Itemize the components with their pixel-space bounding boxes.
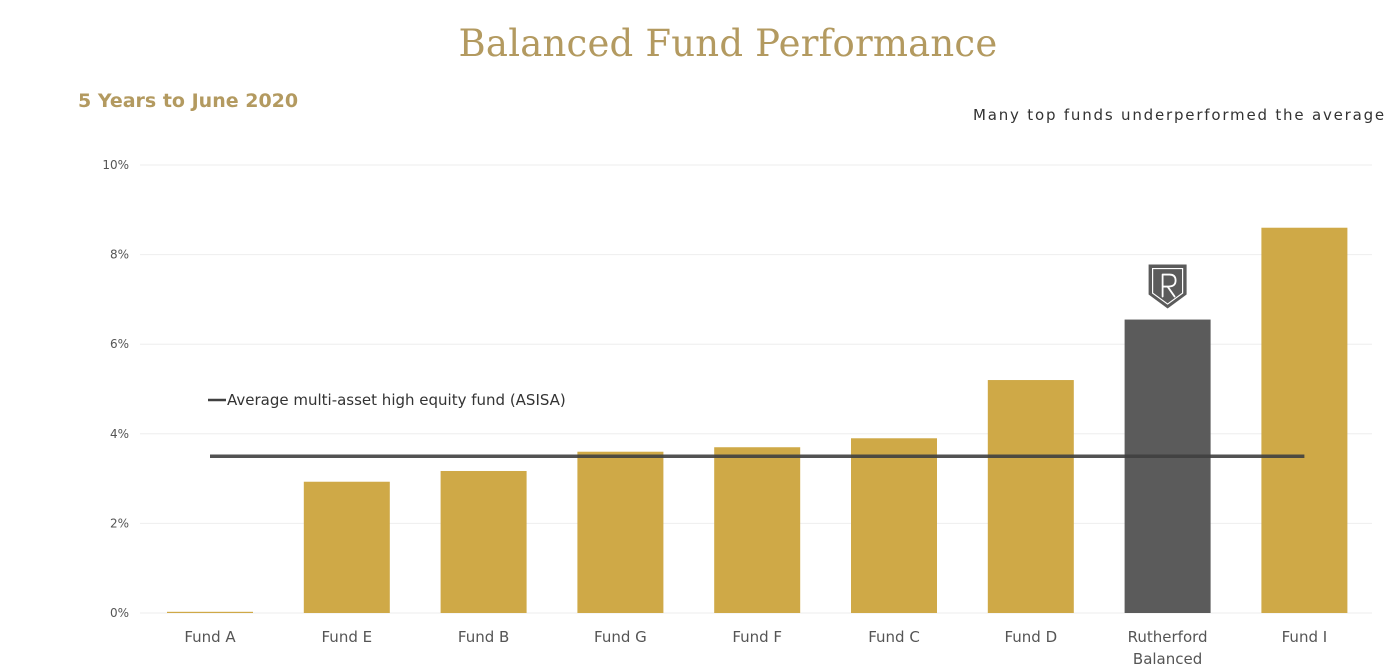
y-tick-label: 6% (110, 337, 129, 351)
y-axis-tick-labels: 0% 2% 4% 6% 8% 10% (102, 158, 129, 620)
chart-title: Balanced Fund Performance (458, 22, 998, 65)
bars (167, 227, 1348, 613)
x-category-label: Fund B (458, 628, 509, 646)
y-tick-label: 10% (102, 158, 129, 172)
x-category-label: Fund D (1004, 628, 1057, 646)
x-category-label: Rutherford (1128, 628, 1208, 646)
shield-letter-glyph (1161, 273, 1177, 298)
bar (714, 447, 801, 613)
x-axis-category-labels: Fund A Fund E Fund B Fund G Fund F Fund C Fund… (184, 628, 1327, 668)
legend-label-average: Average multi-asset high equity fund (AS… (227, 391, 566, 409)
bar (440, 470, 527, 613)
y-tick-label: 0% (110, 606, 129, 620)
x-category-label: Fund F (732, 628, 782, 646)
x-category-label: Fund C (868, 628, 920, 646)
x-category-label: Fund E (322, 628, 373, 646)
chart-annotation: Many top funds underperformed the averag… (973, 106, 1386, 124)
y-tick-label: 8% (110, 248, 129, 262)
rutherford-shield-icon (1148, 264, 1187, 309)
bar (577, 451, 664, 613)
bar (1261, 227, 1348, 613)
shield-icon-border (1151, 267, 1184, 305)
bar (987, 380, 1074, 613)
x-category-label: Fund A (184, 628, 236, 646)
y-tick-label: 2% (110, 516, 129, 530)
x-category-label: Balanced (1133, 650, 1202, 668)
bar (303, 481, 390, 613)
bar (851, 438, 937, 613)
chart-subtitle: 5 Years to June 2020 (78, 90, 299, 112)
y-tick-label: 4% (110, 427, 129, 441)
bar (167, 611, 253, 613)
legend: Average multi-asset high equity fund (AS… (208, 391, 566, 409)
x-category-label: Fund I (1282, 628, 1328, 646)
bar (1124, 319, 1211, 613)
x-category-label: Fund G (594, 628, 647, 646)
